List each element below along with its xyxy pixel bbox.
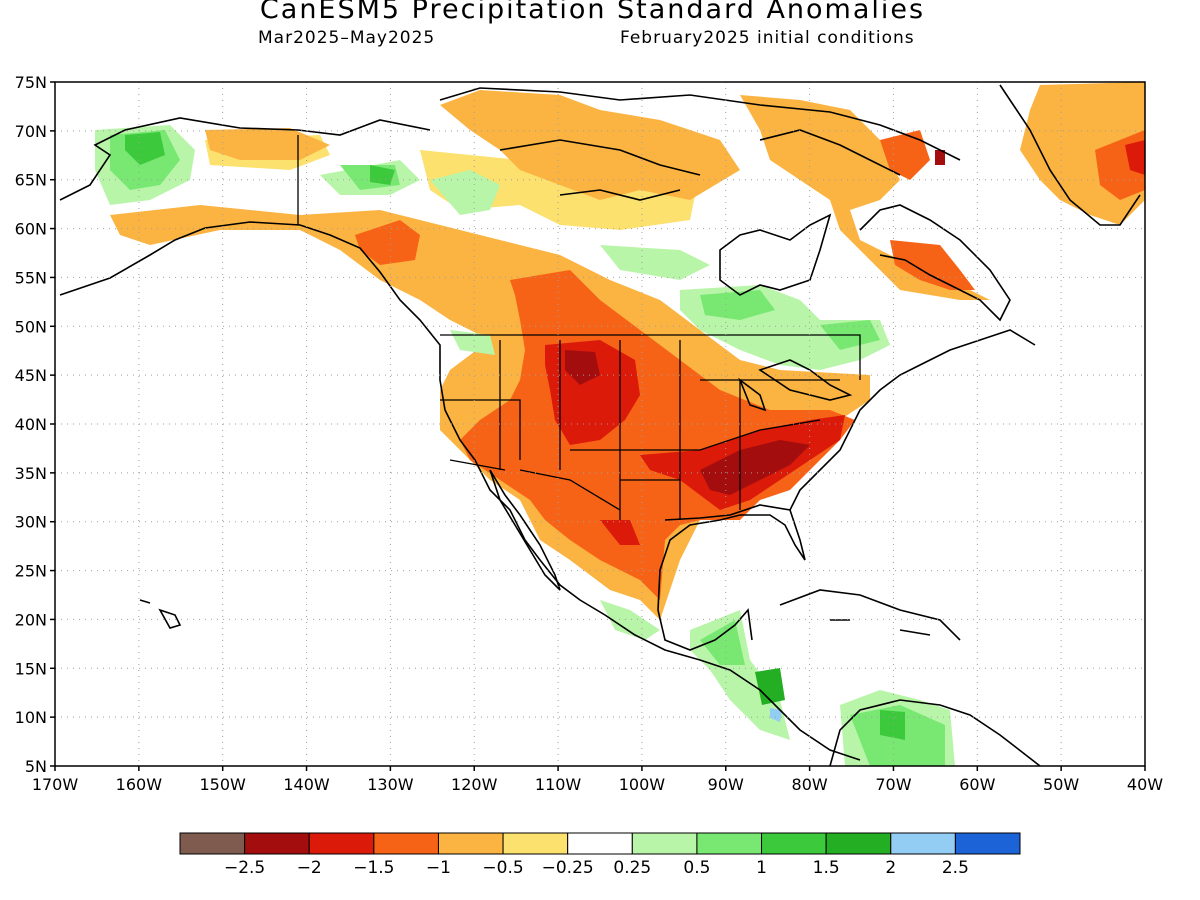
colorbar-box <box>244 832 310 855</box>
colorbar-label: 1 <box>756 858 767 878</box>
colorbar-box <box>890 832 956 855</box>
colorbar-label: 2 <box>885 858 896 878</box>
grid-lines <box>55 82 1145 766</box>
lon-label: 50W <box>1043 775 1079 794</box>
anomaly-shading <box>95 82 1145 766</box>
colorbar-box <box>308 832 375 855</box>
colorbar-box <box>954 832 1021 855</box>
lon-label: 130W <box>367 775 414 794</box>
lon-label: 150W <box>200 775 247 794</box>
anomaly-region-dark-orange <box>355 130 1145 600</box>
colorbar-label: −1 <box>426 858 451 878</box>
colorbar-box <box>825 832 892 855</box>
colorbar-label: −0.25 <box>542 858 594 878</box>
colorbar-label: −2 <box>297 858 322 878</box>
init-conditions-subtitle: February2025 initial conditions <box>620 28 915 48</box>
colorbar-box <box>502 832 569 855</box>
longitude-labels: 170W 160W 150W 140W 130W 120W 110W 100W 90W 80W 70… <box>32 775 1163 794</box>
lon-label: 40W <box>1127 775 1163 794</box>
lon-label: 100W <box>619 775 666 794</box>
map-title: CanESM5 Precipitation Standard Anomalies <box>259 0 926 25</box>
colorbar-label: 2.5 <box>942 858 969 878</box>
colorbar-labels: −2.5 −2 −1.5 −1 −0.5 −0.25 0.25 0.5 1 1.5 2 2.5 <box>224 858 969 878</box>
lon-label: 110W <box>535 775 582 794</box>
lon-label: 70W <box>875 775 911 794</box>
colorbar-label: −0.5 <box>482 858 523 878</box>
anomaly-region-light-green <box>95 125 955 766</box>
lat-label: 35N <box>15 464 47 483</box>
lat-label: 40N <box>15 415 47 434</box>
axis-ticks <box>50 81 1146 771</box>
colorbar-box <box>373 832 439 855</box>
anomaly-region-dark-green <box>755 668 785 705</box>
colorbar-label: 0.25 <box>613 858 651 878</box>
colorbar-label: 1.5 <box>813 858 840 878</box>
lon-label: 90W <box>708 775 744 794</box>
lat-label: 20N <box>15 610 47 629</box>
colorbar-box <box>696 832 763 855</box>
lon-label: 80W <box>792 775 828 794</box>
colorbar-boxes <box>179 832 1021 855</box>
lon-label: 170W <box>32 775 79 794</box>
lat-label: 25N <box>15 562 47 581</box>
colorbar-label: −2.5 <box>224 858 265 878</box>
lon-label: 160W <box>116 775 163 794</box>
latitude-labels: 5N 10N 15N 20N 25N 30N 35N 40N 45N 50N 55N 60N 65N 70… <box>15 73 47 776</box>
period-subtitle: Mar2025–May2025 <box>258 28 436 48</box>
coastlines <box>59 84 1141 766</box>
lat-label: 70N <box>15 122 47 141</box>
colorbar-box <box>179 832 246 855</box>
colorbar-label: −1.5 <box>353 858 394 878</box>
lat-label: 15N <box>15 659 47 678</box>
lat-label: 30N <box>15 513 47 532</box>
colorbar-box <box>437 832 504 855</box>
lat-label: 50N <box>15 317 47 336</box>
lat-label: 45N <box>15 366 47 385</box>
anomaly-region-light-blue <box>770 708 782 722</box>
lat-label: 5N <box>25 757 47 776</box>
lat-label: 60N <box>15 220 47 239</box>
lon-label: 120W <box>451 775 498 794</box>
colorbar-box <box>567 832 633 855</box>
colorbar-box <box>631 832 698 855</box>
lat-label: 75N <box>15 73 47 92</box>
lat-label: 55N <box>15 268 47 287</box>
lon-label: 140W <box>283 775 330 794</box>
lat-label: 65N <box>15 171 47 190</box>
lon-label: 60W <box>959 775 995 794</box>
colorbar-box <box>761 832 827 855</box>
colorbar-label: 0.5 <box>683 858 710 878</box>
lat-label: 10N <box>15 708 47 727</box>
